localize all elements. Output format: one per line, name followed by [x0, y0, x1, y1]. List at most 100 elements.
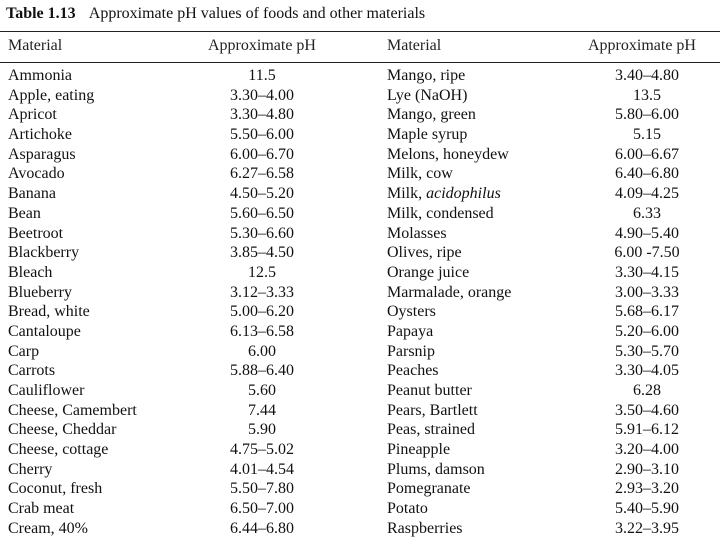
ph-left: 12.5: [248, 263, 276, 281]
ph-right: 5.80–6.00: [615, 106, 679, 124]
table-title: Approximate pH values of foods and other…: [88, 5, 426, 22]
material-left: Cream, 40%: [8, 519, 88, 537]
ph-right: 2.93–3.20: [615, 480, 679, 498]
ph-right: 5.20–6.00: [615, 322, 679, 340]
material-right: Plums, damson: [387, 460, 485, 478]
material-left: Beetroot: [8, 224, 64, 242]
table-row: Bean 5.60–6.50 Milk, condensed 6.33: [0, 204, 720, 226]
header-rule: [0, 62, 720, 63]
table-row: Apple, eating 3.30–4.00 Lye (NaOH) 13.5: [0, 86, 720, 108]
table-row: Apricot 3.30–4.80 Mango, green 5.80–6.00: [0, 107, 720, 127]
material-left: Crab meat: [8, 500, 75, 518]
table-row: Cauliflower 5.60 Peanut butter 6.28: [0, 383, 720, 403]
material-right: Maple syrup: [387, 126, 468, 144]
material-left: Bean: [8, 204, 41, 222]
table-row: Cheese, Camembert 7.44 Pears, Bartlett 3.50…: [0, 401, 720, 423]
table-row: Banana 4.50–5.20 Milk, acidophilus 4.09–4.2…: [0, 186, 720, 206]
table-row: Bread, white 5.00–6.20 Oysters 5.68–6.17: [0, 304, 720, 324]
material-left: Cantaloupe: [8, 322, 81, 340]
material-right: Peaches: [387, 362, 439, 380]
ph-right: 5.91–6.12: [615, 421, 679, 439]
ph-right: 6.00 -7.50: [614, 244, 680, 262]
material-left: Banana: [8, 185, 56, 203]
material-left: Ammonia: [8, 67, 72, 84]
material-right: Potato: [387, 500, 428, 518]
header-ph-right: Approximate pH: [588, 37, 696, 54]
table-row: Asparagus 6.00–6.70 Melons, honeydew 6.00–6…: [0, 145, 720, 167]
material-right: Mango, ripe: [387, 67, 466, 84]
ph-right: 3.50–4.60: [615, 401, 679, 419]
ph-left: 6.00: [248, 342, 276, 360]
material-left: Artichoke: [8, 126, 72, 144]
material-right: Raspberries: [387, 519, 463, 537]
material-left: Cheese, Cheddar: [8, 421, 117, 439]
ph-left: 6.44–6.80: [230, 519, 294, 537]
ph-left: 7.44: [248, 401, 276, 419]
ph-left: 5.88–6.40: [230, 362, 294, 380]
material-left: Coconut, fresh: [8, 480, 103, 498]
ph-left: 6.27–6.58: [230, 165, 294, 183]
table-row: Cherry 4.01–4.54 Plums, damson 2.90–3.10: [0, 460, 720, 482]
ph-left: 5.60: [248, 382, 276, 399]
ph-left: 3.85–4.50: [230, 244, 294, 262]
ph-left: 3.30–4.00: [230, 86, 294, 104]
material-right: Olives, ripe: [387, 244, 462, 262]
table-row: Cheese, Cheddar 5.90 Peas, strained 5.91–6.…: [0, 422, 720, 442]
ph-right: 6.40–6.80: [615, 165, 679, 183]
material-left: Apricot: [8, 106, 57, 124]
material-right: Marmalade, orange: [387, 283, 512, 301]
ph-left: 4.75–5.02: [230, 441, 294, 459]
material-left: Cauliflower: [8, 382, 85, 399]
material-right: Pears, Bartlett: [387, 401, 478, 419]
ph-right: 3.40–4.80: [615, 67, 679, 84]
table-row: Bleach 12.5 Orange juice 3.30–4.15: [0, 263, 720, 285]
ph-right: 3.20–4.00: [615, 441, 679, 459]
material-left: Bread, white: [8, 303, 90, 321]
table-row: Cheese, cottage 4.75–5.02 Pineapple 3.20–4.…: [0, 442, 720, 462]
material-right-text: Milk,: [387, 185, 427, 203]
ph-right: 5.15: [633, 126, 661, 144]
table-row: Cream, 40% 6.44–6.80 Raspberries 3.22–3.95: [0, 519, 720, 541]
table-row: Ammonia 11.5 Mango, ripe 3.40–4.80: [0, 68, 720, 88]
material-right: Lye (NaOH): [387, 86, 468, 104]
ph-left: 5.50–7.80: [230, 480, 294, 498]
material-right: Orange juice: [387, 263, 470, 281]
table-row: Cantaloupe 6.13–6.58 Papaya 5.20–6.00: [0, 322, 720, 344]
ph-right: 6.33: [633, 204, 661, 222]
material-right: Oysters: [387, 303, 436, 321]
table-row: Artichoke 5.50–6.00 Maple syrup 5.15: [0, 127, 720, 147]
material-right: Pineapple: [387, 441, 451, 459]
ph-left: 6.50–7.00: [230, 500, 294, 518]
ph-right: 4.90–5.40: [615, 224, 679, 242]
table-row: Blackberry 3.85–4.50 Olives, ripe 6.00 -7.5…: [0, 245, 720, 265]
ph-right: 3.00–3.33: [615, 283, 679, 301]
ph-left: 5.30–6.60: [230, 224, 294, 242]
header-material-right: Material: [387, 37, 442, 54]
header-material-left: Material: [8, 37, 63, 54]
table-row: Coconut, fresh 5.50–7.80 Pomegranate 2.93–3…: [0, 481, 720, 501]
ph-right: 5.30–5.70: [615, 342, 679, 360]
table-body: Ammonia 11.5 Mango, ripe 3.40–4.80 Apple, ea…: [0, 68, 720, 541]
material-left: Bleach: [8, 263, 53, 281]
material-left: Avocado: [8, 165, 65, 183]
ph-left: 6.13–6.58: [230, 322, 294, 340]
material-right: Milk, cow: [387, 165, 453, 183]
material-left: Carrots: [8, 362, 56, 380]
ph-left: 4.50–5.20: [230, 185, 294, 203]
top-rule: [0, 31, 720, 32]
ph-right: 6.28: [633, 382, 661, 399]
ph-left: 5.60–6.50: [230, 204, 294, 222]
material-left: Blueberry: [8, 283, 72, 301]
material-left: Carp: [8, 342, 40, 360]
table-row: Carrots 5.88–6.40 Peaches 3.30–4.05: [0, 363, 720, 383]
table-row: Crab meat 6.50–7.00 Potato 5.40–5.90: [0, 501, 720, 521]
ph-left: 4.01–4.54: [230, 460, 294, 478]
ph-left: 11.5: [248, 67, 276, 84]
ph-right: 5.40–5.90: [615, 500, 679, 518]
material-left: Cheese, cottage: [8, 441, 109, 459]
ph-right: 6.00–6.67: [615, 145, 679, 163]
material-left: Apple, eating: [8, 86, 95, 104]
material-right: Peas, strained: [387, 421, 475, 439]
ph-left: 5.00–6.20: [230, 303, 294, 321]
material-left: Cherry: [8, 460, 53, 478]
